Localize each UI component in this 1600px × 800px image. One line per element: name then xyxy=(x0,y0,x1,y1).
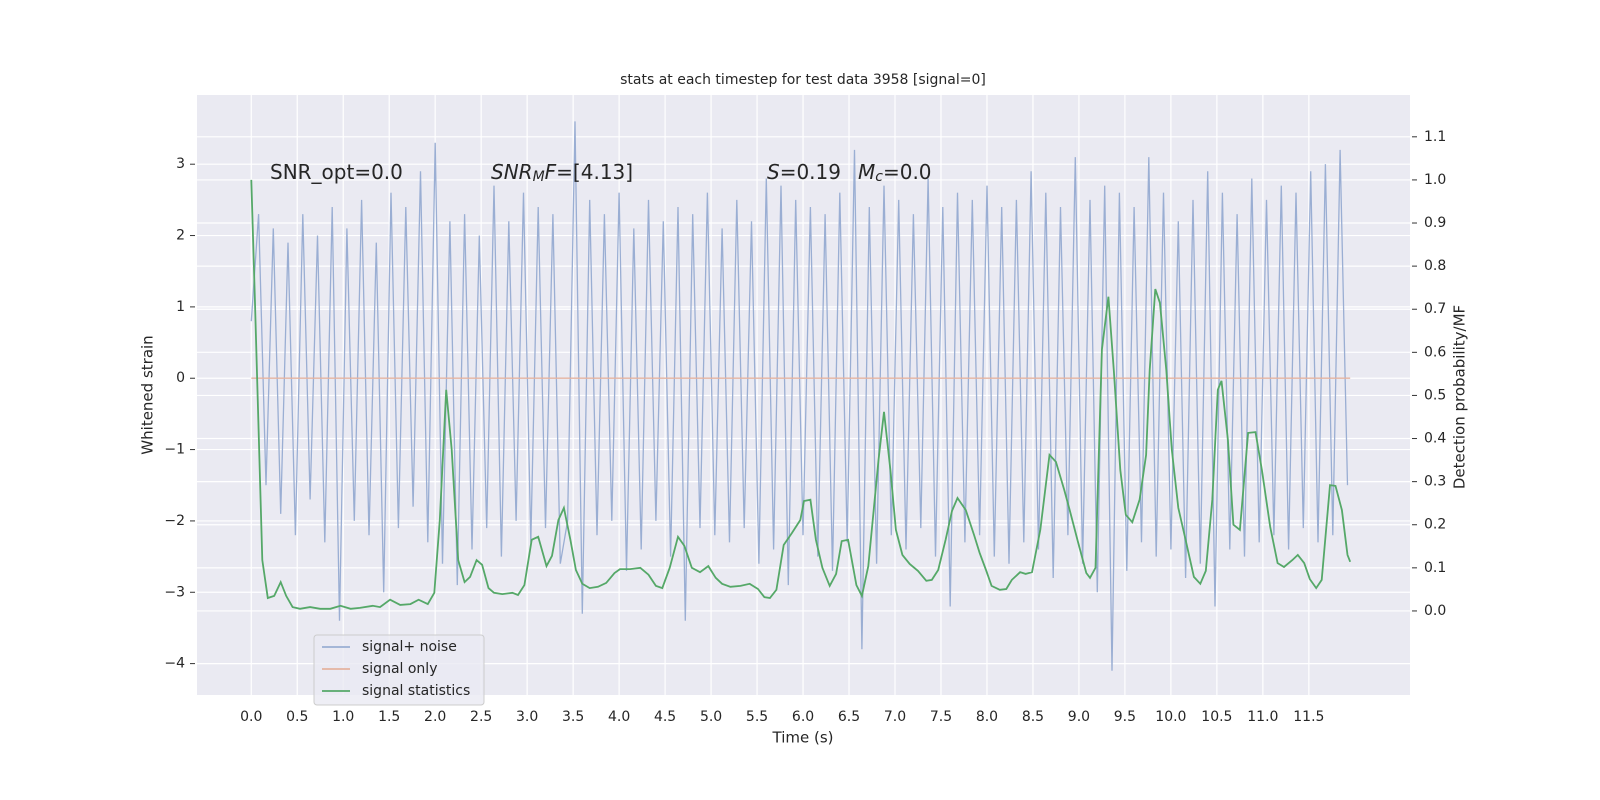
y2-tick-label: 0.7 xyxy=(1424,301,1446,317)
y-tick-label: −3 xyxy=(164,584,185,600)
annotation: Mc=0.0 xyxy=(858,160,932,186)
y2-tick-label: 0.8 xyxy=(1424,258,1446,274)
annotation-part: F xyxy=(545,160,557,184)
series-line xyxy=(250,121,1349,671)
y-tick-label: −4 xyxy=(164,656,185,672)
x-tick-label: 5.0 xyxy=(700,709,722,725)
y2-tick-label: 0.9 xyxy=(1424,215,1446,231)
x-tick-label: 3.5 xyxy=(562,709,584,725)
x-tick-label: 8.5 xyxy=(1022,709,1044,725)
y-axis-label: Whitened strain xyxy=(139,335,157,454)
chart-title: stats at each timestep for test data 395… xyxy=(620,72,986,88)
x-tick-label: 2.0 xyxy=(424,709,446,725)
y2-tick-label: 0.6 xyxy=(1424,344,1446,360)
x-tick-label: 11.5 xyxy=(1293,709,1324,725)
annotation: S=0.19 xyxy=(767,160,841,184)
y2-tick-label: 0.0 xyxy=(1424,603,1446,619)
y-tick-label: 3 xyxy=(176,156,185,172)
annotation-part: =[4.13] xyxy=(556,160,633,184)
y-tick-label: 1 xyxy=(176,299,185,315)
y2-tick-label: 0.3 xyxy=(1424,474,1446,490)
x-axis-label: Time (s) xyxy=(772,729,834,747)
y2-axis-label: Detection probability/MF xyxy=(1451,305,1469,489)
legend-box xyxy=(313,634,485,706)
series-line xyxy=(250,179,1352,610)
annotation: SNR_opt=0.0 xyxy=(270,160,403,184)
x-tick-label: 8.0 xyxy=(976,709,998,725)
ticks: 0.0 0.5 1.0 1.5 2.0 2.5 3.0 3.5 4.0 4.5 5.0 5.5 6.0 6… xyxy=(164,129,1446,725)
x-tick-label: 2.5 xyxy=(470,709,492,725)
x-tick-label: 4.5 xyxy=(654,709,676,725)
x-tick-label: 7.5 xyxy=(930,709,952,725)
x-tick-label: 1.5 xyxy=(378,709,400,725)
legend-label: signal+ noise xyxy=(362,639,457,655)
y-tick-label: 0 xyxy=(176,370,185,386)
annotation-part: M xyxy=(858,160,875,184)
plot-lines xyxy=(250,121,1352,671)
x-tick-label: 3.0 xyxy=(516,709,538,725)
y2-tick-label: 0.5 xyxy=(1424,387,1446,403)
x-tick-label: 10.0 xyxy=(1155,709,1186,725)
legend-label: signal statistics xyxy=(362,683,470,699)
y2-tick-label: 0.1 xyxy=(1424,560,1446,576)
x-tick-label: 9.0 xyxy=(1068,709,1090,725)
y2-tick-label: 0.2 xyxy=(1424,517,1446,533)
x-tick-label: 10.5 xyxy=(1201,709,1232,725)
y2-tick-label: 1.1 xyxy=(1424,129,1446,145)
annotation-part: SNR xyxy=(491,160,533,184)
x-tick-label: 6.5 xyxy=(838,709,860,725)
y-tick-label: −2 xyxy=(164,513,185,529)
x-tick-label: 0.5 xyxy=(286,709,308,725)
y-tick-label: −1 xyxy=(164,442,185,458)
annotation: SNRMF=[4.13] xyxy=(491,160,633,186)
x-tick-label: 9.5 xyxy=(1114,709,1136,725)
x-tick-label: 1.0 xyxy=(332,709,354,725)
annotation-part: =0.0 xyxy=(883,160,932,184)
annotation-part: SNR_opt=0.0 xyxy=(270,160,403,184)
x-tick-label: 6.0 xyxy=(792,709,814,725)
y2-tick-label: 1.0 xyxy=(1424,172,1446,188)
x-tick-label: 0.0 xyxy=(240,709,262,725)
legend: signal+ noise signal only signal statistic… xyxy=(313,634,485,706)
y-tick-label: 2 xyxy=(176,228,185,244)
annotation-part: c xyxy=(875,169,883,185)
y2-tick-label: 0.4 xyxy=(1424,431,1446,447)
annotation-part: S xyxy=(767,160,780,184)
annotation-part: =0.19 xyxy=(780,160,841,184)
annotation-part: M xyxy=(533,169,545,185)
x-tick-label: 4.0 xyxy=(608,709,630,725)
x-tick-label: 7.0 xyxy=(884,709,906,725)
x-tick-label: 5.5 xyxy=(746,709,768,725)
x-tick-label: 11.0 xyxy=(1247,709,1278,725)
legend-label: signal only xyxy=(362,661,437,677)
